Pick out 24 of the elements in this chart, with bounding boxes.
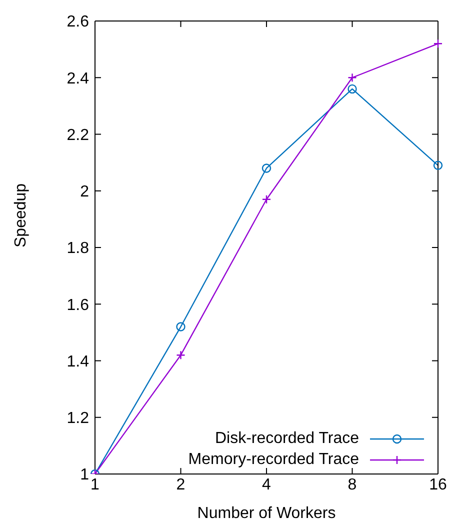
- y-tick-label: 1.6: [66, 296, 90, 314]
- y-tick-label: 1.2: [66, 410, 90, 428]
- x-tick-label: 4: [262, 476, 272, 494]
- point: [262, 164, 272, 173]
- point: [348, 73, 357, 82]
- y-tick-label: 2.2: [66, 126, 90, 144]
- y-tick-label: 1.8: [66, 240, 90, 258]
- x-tick-label: 8: [348, 476, 357, 494]
- point: [176, 322, 186, 332]
- y-tick-label: 2.6: [66, 14, 90, 31]
- x-axis-title: Number of Workers: [197, 505, 336, 522]
- point: [348, 84, 357, 94]
- y-axis-title: Speedup: [12, 183, 30, 248]
- x-tick-label: 2: [176, 476, 186, 494]
- point: [176, 350, 186, 360]
- y-tick-label: 1.4: [66, 353, 90, 370]
- legend-label: Memory-recorded Trace: [188, 450, 359, 468]
- point: [262, 194, 272, 204]
- x-tick-label: 16: [429, 476, 447, 494]
- y-tick-label: 2.4: [66, 70, 90, 88]
- y-tick-label: 2: [80, 184, 90, 201]
- point: [433, 160, 443, 170]
- legend-label: Disk-recorded Trace: [214, 430, 359, 448]
- point: [433, 39, 443, 48]
